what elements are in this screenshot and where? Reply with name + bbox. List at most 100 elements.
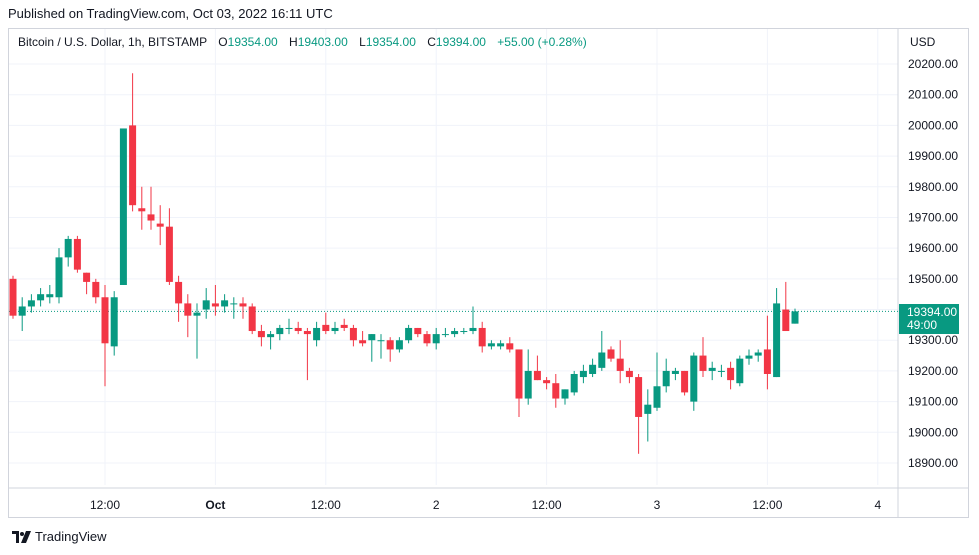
y-tick-label: 20000.00 xyxy=(908,118,958,132)
candle-body xyxy=(184,303,192,316)
low-value: 19354.00 xyxy=(365,35,416,49)
y-tick-label: 18900.00 xyxy=(908,456,958,470)
candle-body xyxy=(83,272,91,282)
candle-body xyxy=(147,214,155,221)
x-tick-label: 12:00 xyxy=(311,498,341,512)
candle-body xyxy=(708,367,716,371)
y-tick-label: 19600.00 xyxy=(908,241,958,255)
high-value: 19403.00 xyxy=(297,35,348,49)
candle-body xyxy=(276,327,284,335)
candle-body xyxy=(221,300,229,307)
candle-body xyxy=(625,370,633,378)
candle-body xyxy=(671,370,679,374)
brand-name: TradingView xyxy=(35,529,107,544)
symbol-title: Bitcoin / U.S. Dollar, 1h, BITSTAMP xyxy=(18,35,207,49)
candle-body xyxy=(377,340,385,342)
candle-body xyxy=(257,331,265,338)
candle-body xyxy=(533,370,541,381)
y-tick-label: 19200.00 xyxy=(908,364,958,378)
change-value: +55.00 (+0.28%) xyxy=(497,35,587,49)
y-tick-label: 19000.00 xyxy=(908,425,958,439)
candle-body xyxy=(644,404,652,414)
candle-body xyxy=(331,327,339,332)
candle-body xyxy=(543,380,551,384)
candle-body xyxy=(717,370,725,372)
x-tick-label: 3 xyxy=(654,498,661,512)
candle-body xyxy=(386,340,394,350)
candle-body xyxy=(55,257,63,298)
published-caption: Published on TradingView.com, Oct 03, 20… xyxy=(8,6,333,21)
tradingview-brand[interactable]: TradingView xyxy=(12,529,107,544)
candle-body xyxy=(579,370,587,378)
candle-body xyxy=(736,358,744,384)
candle-body xyxy=(662,370,670,387)
candle-body xyxy=(129,125,137,206)
candle-body xyxy=(635,377,643,417)
candle-body xyxy=(313,327,321,341)
x-tick-label: 12:00 xyxy=(90,498,120,512)
candle-body xyxy=(487,343,495,347)
open-label: O xyxy=(218,35,228,49)
candle-body xyxy=(322,324,330,332)
candle-body xyxy=(138,208,146,212)
candle-body xyxy=(303,331,311,335)
candle-body xyxy=(73,238,81,270)
x-tick-label: 12:00 xyxy=(532,498,562,512)
candle-body xyxy=(64,238,72,258)
candle-body xyxy=(37,294,45,301)
candle-body xyxy=(653,386,661,408)
candle-body xyxy=(18,306,26,316)
candle-body xyxy=(506,343,514,350)
y-tick-label: 19500.00 xyxy=(908,272,958,286)
open-value: 19354.00 xyxy=(227,35,278,49)
candle-body xyxy=(414,327,422,335)
candle-body xyxy=(524,370,532,399)
symbol-header: Bitcoin / U.S. Dollar, 1h, BITSTAMP O193… xyxy=(18,35,587,49)
candle-body xyxy=(110,297,118,347)
candle-body xyxy=(193,312,201,316)
current-price-value: 19394.00 xyxy=(907,305,958,319)
x-tick-label: 2 xyxy=(433,498,440,512)
x-tick-label: 12:00 xyxy=(752,498,782,512)
candle-body xyxy=(727,367,735,381)
candle-body xyxy=(349,327,357,341)
candle-body xyxy=(515,349,523,399)
close-label: C xyxy=(427,35,436,49)
current-price-tag: 19394.00 49:00 xyxy=(899,304,959,334)
x-tick-label: 4 xyxy=(874,498,881,512)
candle-body xyxy=(469,327,477,332)
candle-body xyxy=(294,327,302,332)
candle-body xyxy=(368,334,376,341)
candle-body xyxy=(405,327,413,341)
candle-body xyxy=(248,306,256,332)
candle-body xyxy=(598,352,606,368)
candle-body xyxy=(607,349,615,359)
candle-body xyxy=(561,389,569,399)
currency-label: USD xyxy=(910,35,936,49)
close-value: 19394.00 xyxy=(435,35,486,49)
y-tick-label: 19800.00 xyxy=(908,180,958,194)
candle-body xyxy=(119,128,127,285)
candle-body xyxy=(681,370,689,393)
tradingview-logo-icon xyxy=(12,530,31,543)
candle-body xyxy=(552,383,560,399)
candle-body xyxy=(690,355,698,402)
candle-body xyxy=(699,355,707,371)
candle-body xyxy=(156,223,164,227)
y-tick-label: 20100.00 xyxy=(908,88,958,102)
y-tick-label: 19100.00 xyxy=(908,395,958,409)
candle-body xyxy=(202,300,210,310)
candle-body xyxy=(92,281,100,298)
candle-body xyxy=(175,281,183,304)
candle-body xyxy=(441,334,449,336)
candle-body xyxy=(782,309,790,332)
candle-body xyxy=(395,340,403,350)
x-tick-label: Oct xyxy=(205,498,225,512)
candle-body xyxy=(763,349,771,374)
chart-frame[interactable] xyxy=(8,28,969,518)
y-tick-label: 19700.00 xyxy=(908,210,958,224)
candle-body xyxy=(754,352,762,356)
candle-body xyxy=(46,294,54,298)
candle-body xyxy=(359,340,367,344)
